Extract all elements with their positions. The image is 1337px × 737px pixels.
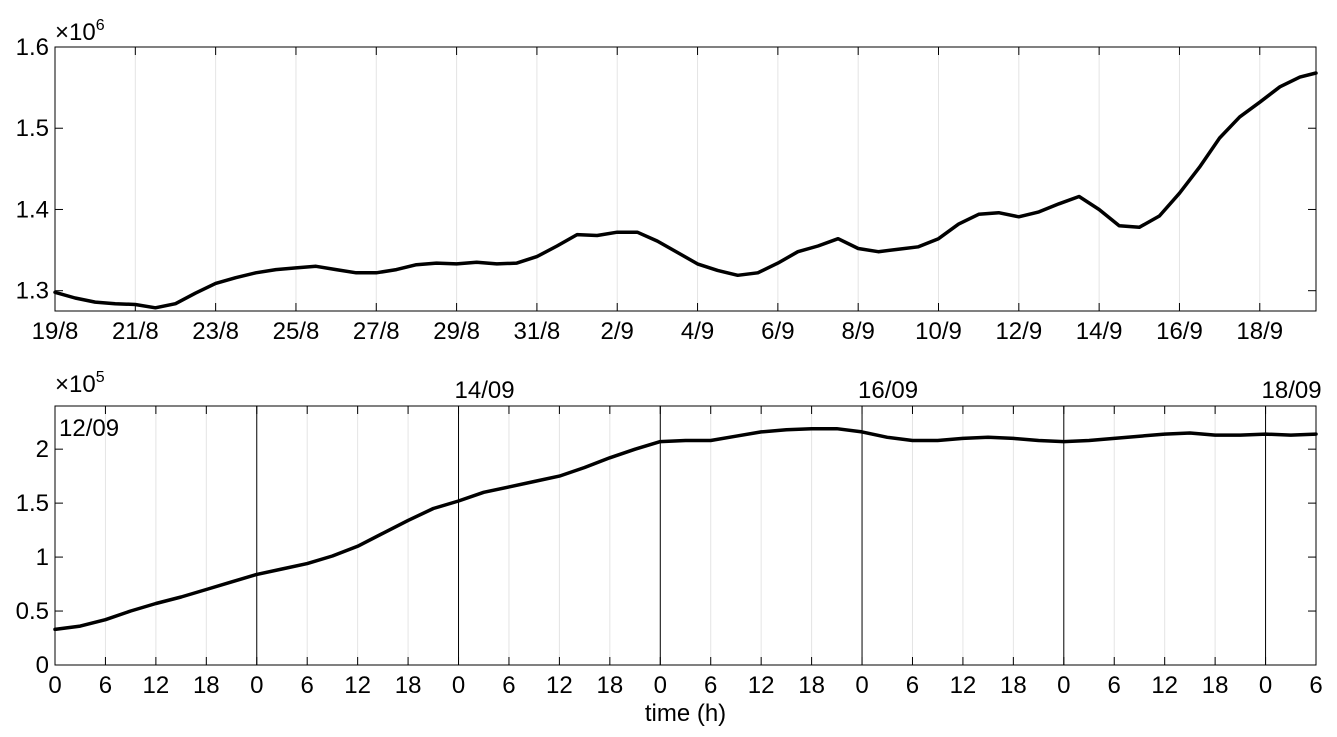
bot-x-tick-label: 6 xyxy=(502,672,515,699)
bot-x-tick-label: 0 xyxy=(1057,672,1070,699)
bot-x-tick-label: 6 xyxy=(1108,672,1121,699)
bot-x-tick-label: 12 xyxy=(344,672,371,699)
top-series-group xyxy=(53,71,1318,310)
bot-x-tick-label: 6 xyxy=(1309,672,1322,699)
bot-x-tick-label: 12 xyxy=(950,672,977,699)
top-y-tick-label: 1.4 xyxy=(16,196,49,223)
top-multiplier: ×106 xyxy=(55,17,105,46)
top-x-tick-label: 12/9 xyxy=(995,318,1042,345)
top-x-tick-label: 21/8 xyxy=(112,318,159,345)
top-x-tick-label: 10/9 xyxy=(915,318,962,345)
bot-x-tick-label: 6 xyxy=(301,672,314,699)
top-x-tick-label: 18/9 xyxy=(1236,318,1283,345)
date-annotation: 18/09 xyxy=(1262,377,1322,404)
bot-x-tick-label: 12 xyxy=(143,672,170,699)
bottom-y-ticks: 0 0.5 1 1.5 2 xyxy=(16,436,1316,679)
bot-x-tick-label: 0 xyxy=(1259,672,1272,699)
bottom-series-group xyxy=(53,426,1318,632)
bot-y-tick-label: 1 xyxy=(36,544,49,571)
top-y-ticks: 1.3 1.4 1.5 1.6 xyxy=(16,34,1316,305)
bot-x-tick-label: 18 xyxy=(1202,672,1229,699)
bot-x-tick-label: 6 xyxy=(704,672,717,699)
bot-x-tick-label: 12 xyxy=(546,672,573,699)
top-chart-panel: 1.3 1.4 1.5 1.6 19/8 21/8 23/8 25/8 27/8 29/8 31/… xyxy=(16,17,1318,345)
bot-y-tick-label: 0 xyxy=(36,652,49,679)
bottom-multiplier-exp: 5 xyxy=(96,369,105,386)
top-y-tick-label: 1.3 xyxy=(16,278,49,305)
top-series-line xyxy=(53,71,1318,310)
bot-y-tick-label: 0.5 xyxy=(16,598,49,625)
top-x-tick-label: 23/8 xyxy=(192,318,239,345)
bot-x-tick-label: 12 xyxy=(748,672,775,699)
top-x-tick-label: 31/8 xyxy=(514,318,561,345)
bottom-multiplier: ×105 xyxy=(55,369,105,398)
bot-x-tick-label: 18 xyxy=(395,672,422,699)
bot-x-tick-label: 6 xyxy=(906,672,919,699)
top-x-tick-label: 29/8 xyxy=(433,318,480,345)
top-y-tick-label: 1.5 xyxy=(16,115,49,142)
top-x-ticks: 19/8 21/8 23/8 25/8 27/8 29/8 31/8 2/9 4/9 6/9 8/9… xyxy=(32,47,1283,345)
bot-x-tick-label: 18 xyxy=(1000,672,1027,699)
bot-x-tick-label: 0 xyxy=(48,672,61,699)
bot-series-line xyxy=(53,426,1318,632)
bot-x-tick-label: 18 xyxy=(193,672,220,699)
date-annotation: 16/09 xyxy=(858,377,918,404)
top-x-tick-label: 6/9 xyxy=(761,318,794,345)
bottom-multiplier-base: ×10 xyxy=(55,371,96,398)
top-x-tick-label: 2/9 xyxy=(601,318,634,345)
bot-x-tick-label: 6 xyxy=(99,672,112,699)
top-multiplier-exp: 6 xyxy=(96,17,105,34)
bottom-x-ticks: 0 6 12 18 0 6 12 18 0 6 12 18 0 6 12 18 0 6 12 18 0 6 12 18 0 6 xyxy=(48,406,1323,699)
top-x-tick-label: 27/8 xyxy=(353,318,400,345)
top-x-tick-label: 25/8 xyxy=(273,318,320,345)
bottom-axes-frame xyxy=(54,405,1317,666)
bot-x-tick-label: 18 xyxy=(596,672,623,699)
bot-x-tick-label: 18 xyxy=(798,672,825,699)
top-x-tick-label: 16/9 xyxy=(1156,318,1203,345)
date-annotation: 12/09 xyxy=(59,415,119,442)
bot-x-tick-label: 12 xyxy=(1151,672,1178,699)
top-axes-frame xyxy=(54,46,1317,312)
top-x-tick-label: 4/9 xyxy=(681,318,714,345)
bot-y-tick-label: 2 xyxy=(36,436,49,463)
top-x-tick-label: 14/9 xyxy=(1076,318,1123,345)
bottom-gridlines xyxy=(104,406,1216,665)
top-x-tick-label: 8/9 xyxy=(841,318,874,345)
top-gridlines xyxy=(54,47,1261,311)
bottom-chart-panel: 0 0.5 1 1.5 2 0 6 12 18 0 6 12 18 0 6 12 18 0 6 12 18 0 6 12 18… xyxy=(16,369,1323,727)
bot-x-tick-label: 0 xyxy=(250,672,263,699)
bot-x-tick-label: 0 xyxy=(855,672,868,699)
top-y-tick-label: 1.6 xyxy=(16,34,49,61)
bot-x-tick-label: 0 xyxy=(654,672,667,699)
top-x-tick-label: 19/8 xyxy=(32,318,79,345)
bottom-x-axis-label: time (h) xyxy=(645,700,726,727)
bot-x-tick-label: 0 xyxy=(452,672,465,699)
bottom-day-lines xyxy=(256,406,1267,665)
bot-y-tick-label: 1.5 xyxy=(16,490,49,517)
top-multiplier-base: ×10 xyxy=(55,19,96,46)
bottom-date-annotations: 12/09 14/09 16/09 18/09 xyxy=(59,377,1322,442)
date-annotation: 14/09 xyxy=(455,377,515,404)
